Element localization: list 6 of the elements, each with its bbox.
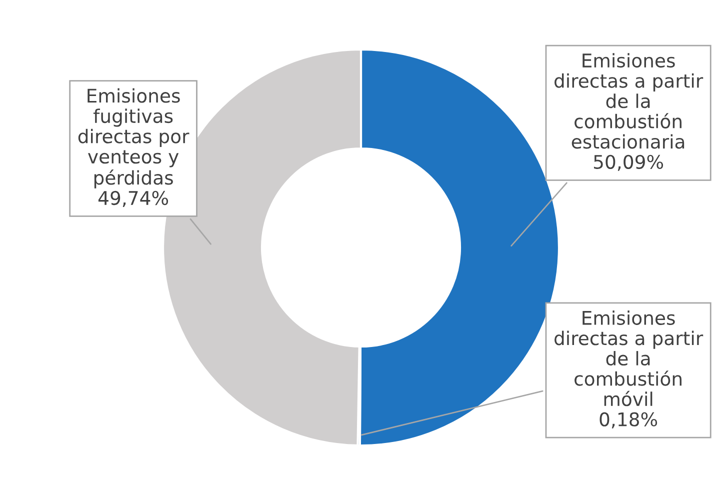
slice-label: Emisiones fugitivas directas por venteos y pérdidas [78,88,190,188]
data-label: 50,09% [594,154,664,171]
slice-label: Emisiones directas a partir de la combustión estacionaria [554,53,704,149]
slice-label: Emisiones directas a partir de la combustión móvil [554,310,704,406]
data-label: 0,18% [600,412,658,428]
data-label: 49,74% [98,190,168,207]
